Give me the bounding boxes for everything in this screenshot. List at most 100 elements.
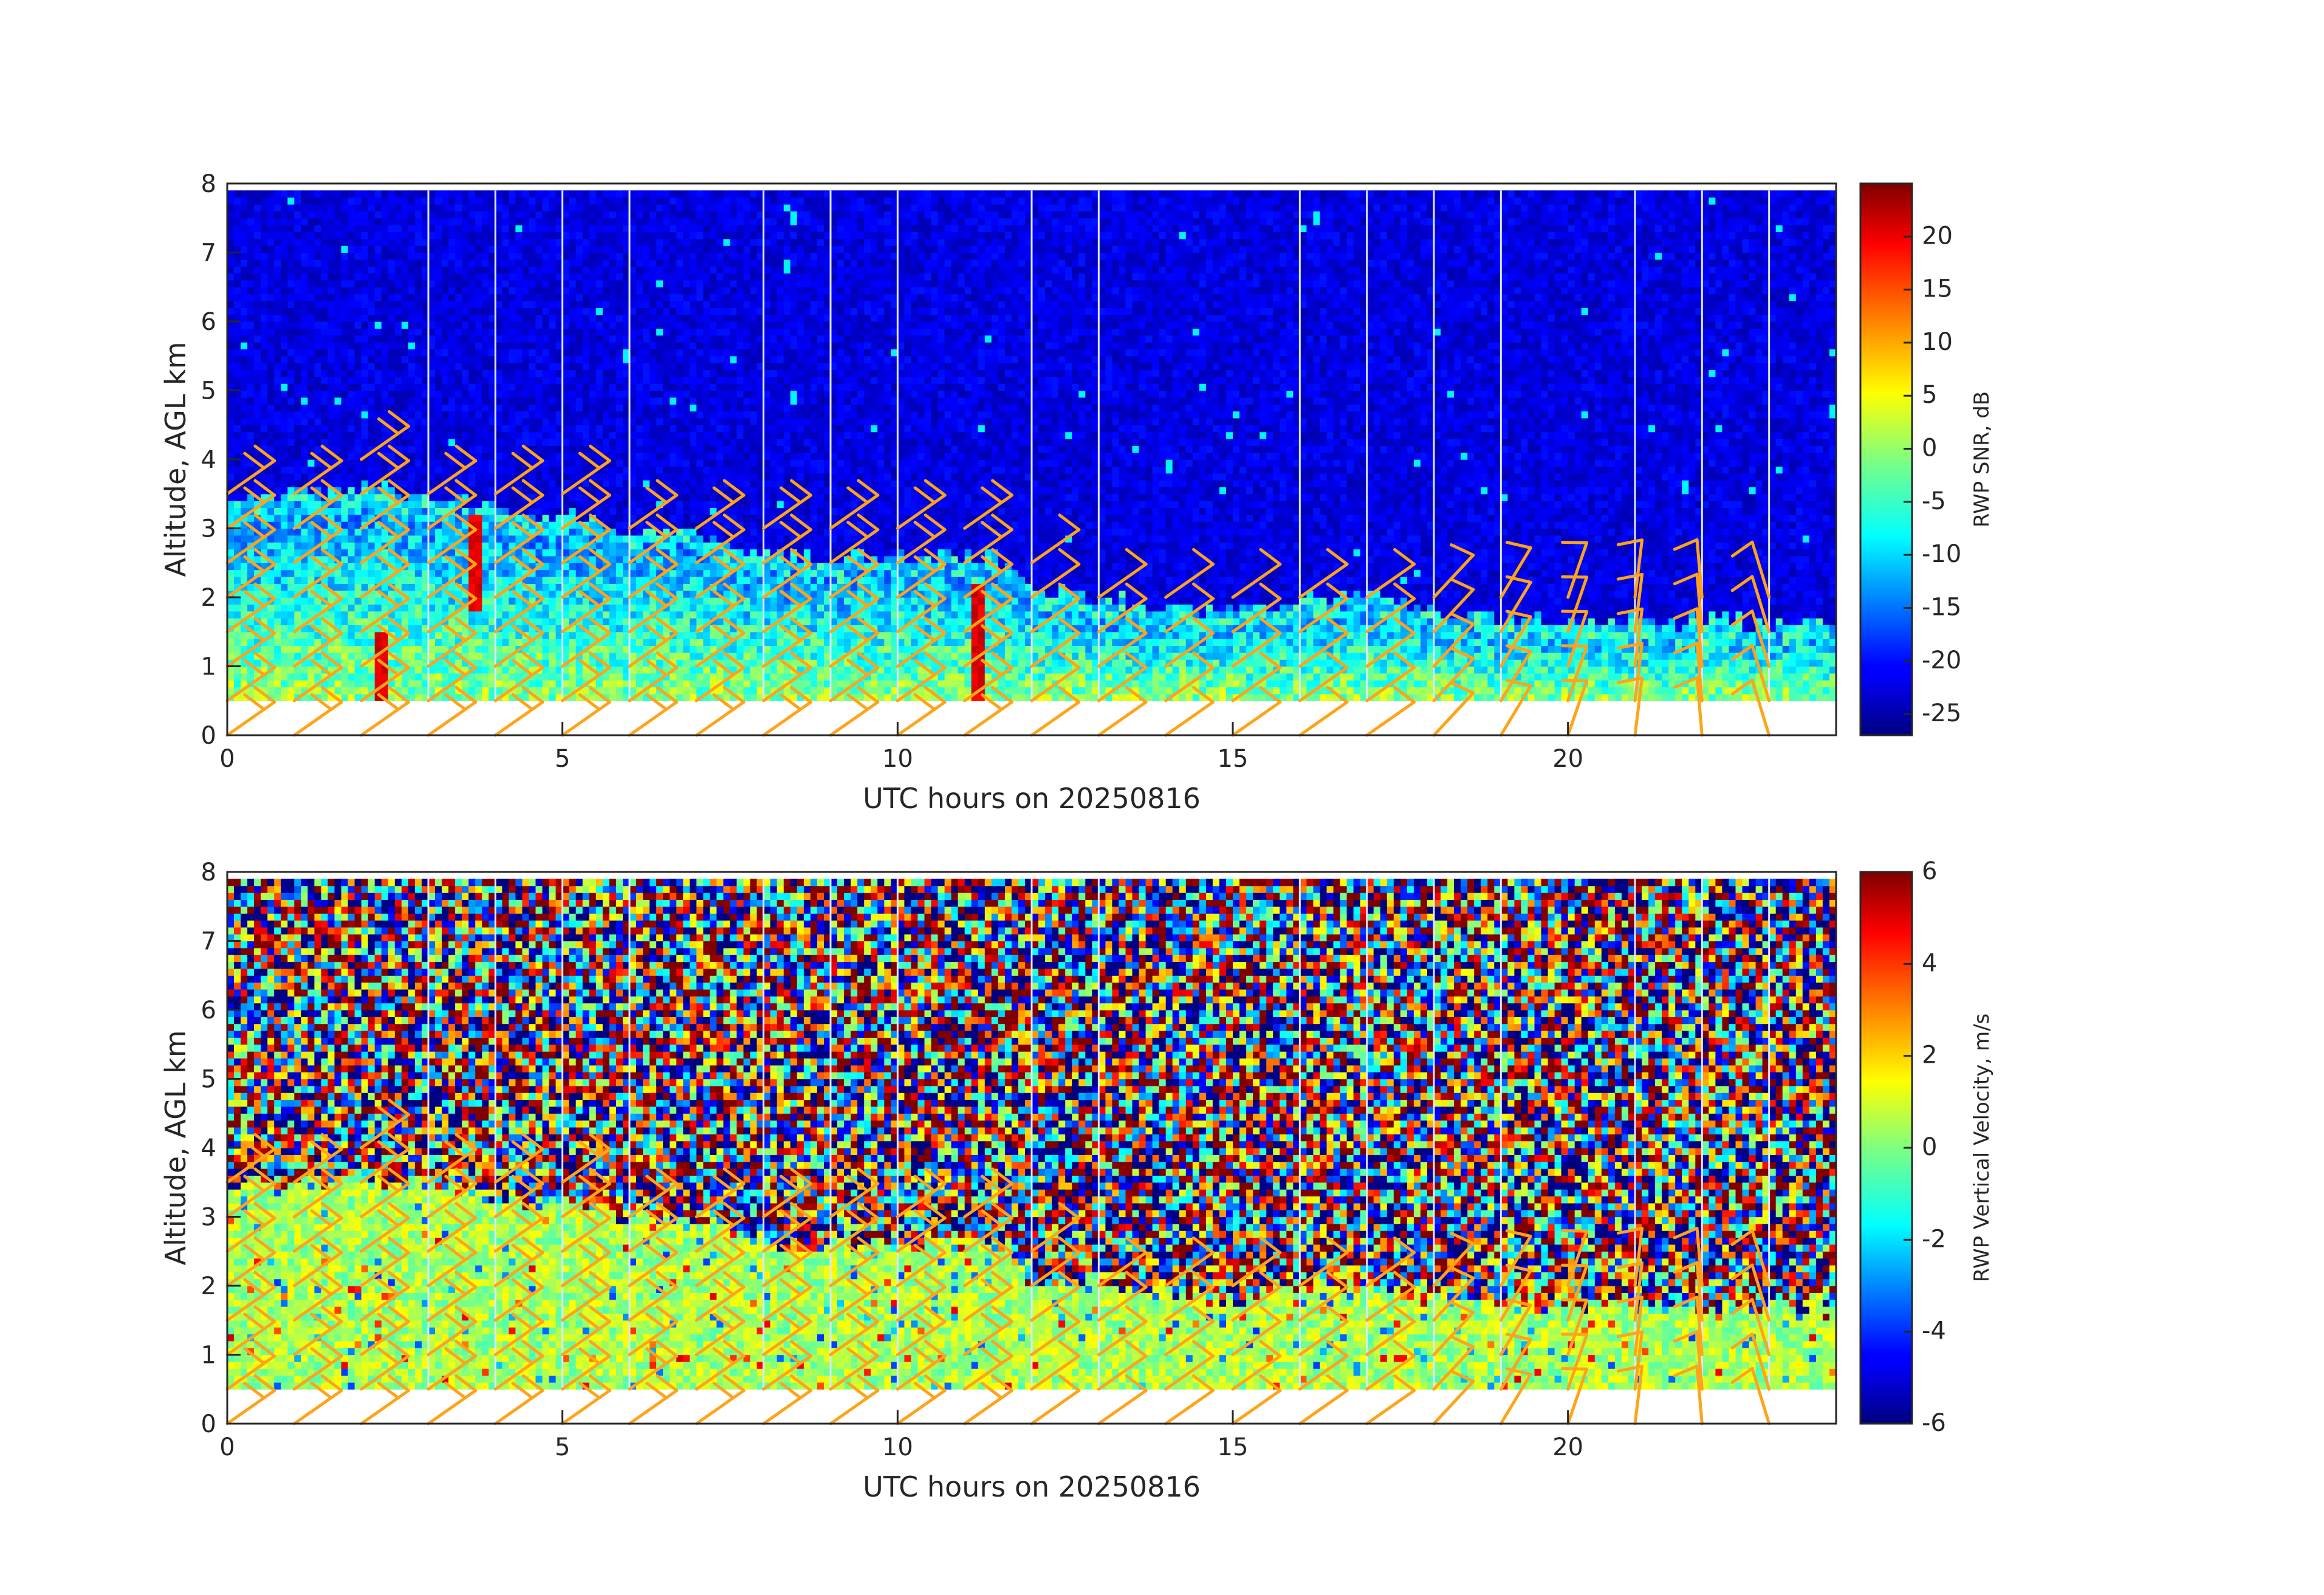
heatmap-cell xyxy=(435,204,442,211)
heatmap-cell xyxy=(234,280,241,287)
heatmap-cell xyxy=(241,418,248,425)
heatmap-cell xyxy=(355,473,362,481)
heatmap-cell xyxy=(576,301,583,308)
heatmap-cell xyxy=(274,570,281,577)
heatmap-cell xyxy=(274,253,281,260)
heatmap-cell xyxy=(227,404,235,411)
heatmap-cell xyxy=(509,667,516,674)
heatmap-cell xyxy=(355,639,362,646)
heatmap-cell xyxy=(408,653,416,660)
heatmap-cell xyxy=(227,611,235,619)
heatmap-cell xyxy=(247,501,255,508)
heatmap-cell xyxy=(274,204,281,211)
heatmap-cell xyxy=(314,245,321,253)
heatmap-cell xyxy=(495,673,502,681)
heatmap-cell xyxy=(462,259,469,267)
heatmap-cell xyxy=(495,307,502,315)
heatmap-cell xyxy=(402,535,409,543)
heatmap-cell xyxy=(314,480,321,487)
heatmap-cell xyxy=(408,321,416,329)
heatmap-cell xyxy=(395,266,402,273)
heatmap-cell xyxy=(375,363,382,370)
heatmap-cell xyxy=(583,239,590,246)
heatmap-cell xyxy=(294,411,301,419)
heatmap-cell xyxy=(435,225,442,232)
heatmap-cell xyxy=(543,190,550,197)
heatmap-cell xyxy=(523,211,530,218)
heatmap-cell xyxy=(536,383,543,391)
heatmap-cell xyxy=(468,307,476,315)
heatmap-cell xyxy=(502,225,509,232)
heatmap-cell xyxy=(314,363,321,370)
heatmap-cell xyxy=(415,404,422,411)
heatmap-cell xyxy=(348,239,355,246)
heatmap-cell xyxy=(529,577,536,584)
heatmap-cell xyxy=(529,377,536,384)
heatmap-cell xyxy=(549,659,557,667)
heatmap-cell xyxy=(543,266,550,273)
heatmap-cell xyxy=(569,494,577,501)
heatmap-cell xyxy=(321,591,329,598)
heatmap-cell xyxy=(495,542,502,549)
heatmap-cell xyxy=(536,301,543,308)
heatmap-cell xyxy=(368,307,375,315)
heatmap-cell xyxy=(468,190,476,197)
heatmap-cell xyxy=(362,225,369,232)
heatmap-cell xyxy=(281,280,288,287)
heatmap-cell xyxy=(274,646,281,653)
heatmap-cell xyxy=(563,301,570,308)
heatmap-cell xyxy=(234,370,241,377)
heatmap-cell xyxy=(267,515,275,522)
heatmap-cell xyxy=(314,335,321,343)
heatmap-cell xyxy=(335,646,342,653)
heatmap-cell xyxy=(569,356,577,363)
heatmap-cell xyxy=(328,439,335,446)
heatmap-cell xyxy=(468,218,476,225)
heatmap-cell xyxy=(341,301,349,308)
heatmap-cell xyxy=(482,667,489,674)
heatmap-cell xyxy=(274,377,281,384)
heatmap-cell xyxy=(348,521,355,529)
heatmap-cell xyxy=(274,418,281,425)
heatmap-cell xyxy=(227,411,235,419)
heatmap-cell xyxy=(495,611,502,619)
heatmap-cell xyxy=(241,639,248,646)
heatmap-cell xyxy=(563,315,570,322)
heatmap-cell xyxy=(462,404,469,411)
heatmap-cell xyxy=(307,466,315,473)
heatmap-cell xyxy=(254,335,261,343)
heatmap-cell xyxy=(569,577,577,584)
heatmap-cell xyxy=(576,190,583,197)
heatmap-cell xyxy=(362,604,369,611)
heatmap-cell xyxy=(395,342,402,349)
heatmap-cell xyxy=(442,418,449,425)
heatmap-cell xyxy=(435,307,442,315)
heatmap-cell xyxy=(482,591,489,598)
heatmap-cell xyxy=(529,356,536,363)
heatmap-cell xyxy=(475,218,482,225)
heatmap-cell xyxy=(314,190,321,197)
heatmap-cell xyxy=(362,425,369,432)
heatmap-cell xyxy=(395,335,402,343)
heatmap-cell xyxy=(415,273,422,281)
heatmap-cell xyxy=(563,515,570,522)
heatmap-cell xyxy=(549,687,557,695)
heatmap-cell xyxy=(502,425,509,432)
heatmap-cell xyxy=(495,535,502,543)
heatmap-cell xyxy=(549,280,557,287)
heatmap-cell xyxy=(341,487,349,494)
heatmap-cell xyxy=(267,342,275,349)
heatmap-cell xyxy=(515,445,523,453)
heatmap-cell xyxy=(509,273,516,281)
heatmap-cell xyxy=(335,383,342,391)
heatmap-cell xyxy=(362,204,369,211)
heatmap-cell xyxy=(442,529,449,536)
heatmap-cell xyxy=(234,570,241,577)
heatmap-cell xyxy=(495,190,502,197)
heatmap-cell xyxy=(368,570,375,577)
heatmap-cell xyxy=(415,632,422,639)
heatmap-cell xyxy=(362,239,369,246)
heatmap-cell xyxy=(294,639,301,646)
heatmap-cell xyxy=(408,204,416,211)
heatmap-cell xyxy=(348,356,355,363)
